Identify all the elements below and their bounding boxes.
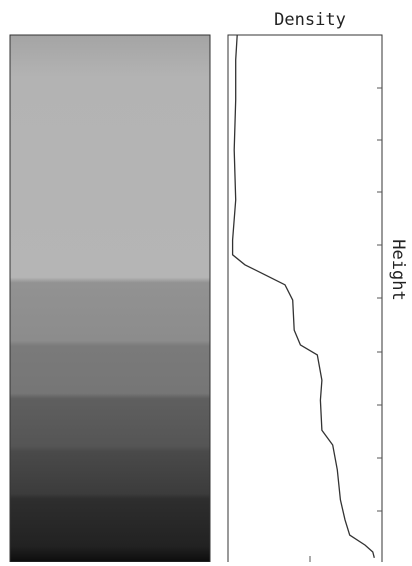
- ticks: [309, 87, 382, 562]
- y-axis-label: Height: [388, 239, 408, 300]
- gray-image: [9, 34, 211, 563]
- density-line: [231, 34, 375, 558]
- chart-title: Density: [274, 10, 346, 30]
- plot-frame: [227, 34, 383, 566]
